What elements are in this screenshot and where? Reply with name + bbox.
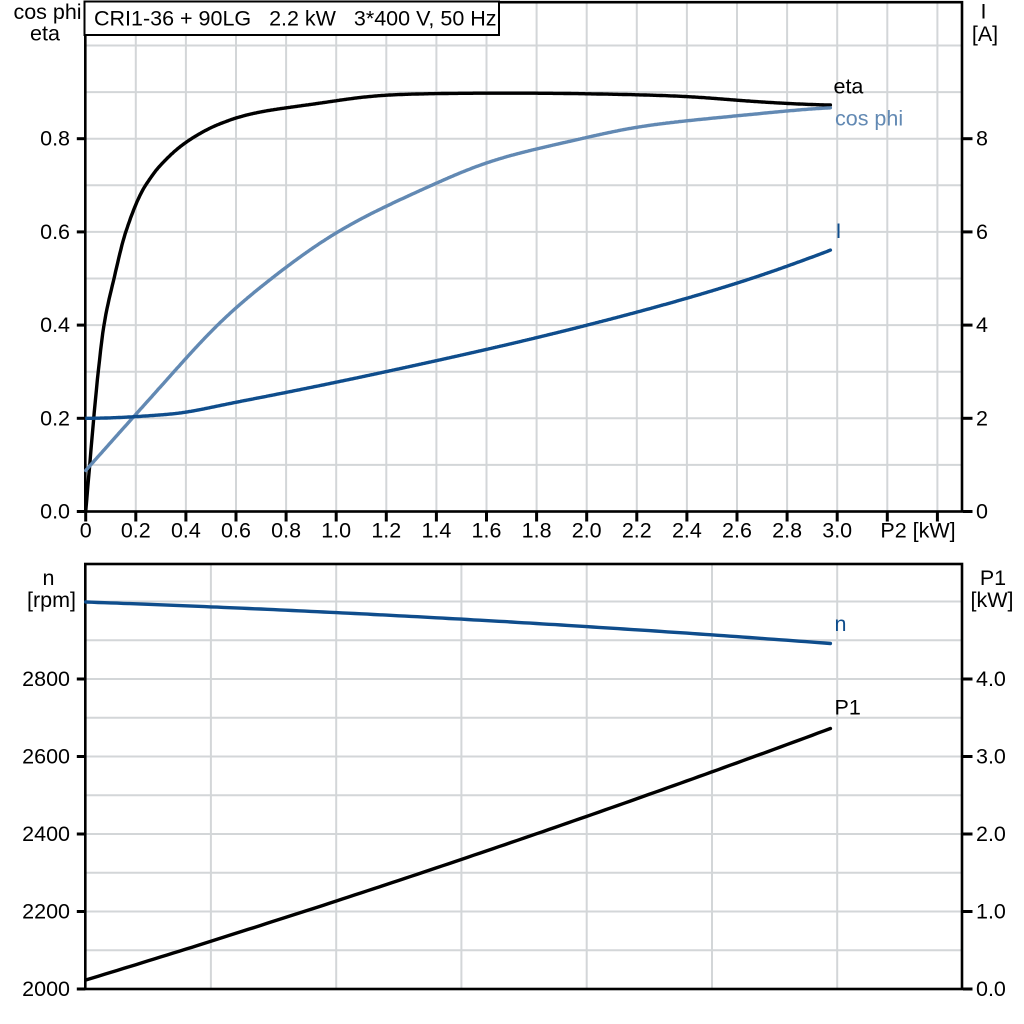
svg-text:eta: eta: [30, 22, 60, 46]
svg-text:3.0: 3.0: [822, 519, 852, 543]
svg-text:[rpm]: [rpm]: [27, 588, 76, 612]
svg-text:2200: 2200: [22, 900, 70, 924]
svg-text:2.0: 2.0: [572, 519, 602, 543]
svg-text:3.0: 3.0: [976, 745, 1006, 769]
svg-text:n: n: [835, 612, 847, 636]
svg-text:0.2: 0.2: [40, 406, 70, 430]
svg-text:[kW]: [kW]: [971, 588, 1014, 612]
svg-text:eta: eta: [834, 75, 864, 99]
svg-text:[A]: [A]: [972, 22, 998, 46]
svg-text:2600: 2600: [22, 745, 70, 769]
svg-text:6: 6: [976, 220, 988, 244]
svg-text:0.4: 0.4: [171, 519, 201, 543]
svg-text:2400: 2400: [22, 822, 70, 846]
svg-text:8: 8: [976, 127, 988, 151]
svg-text:1.4: 1.4: [421, 519, 451, 543]
svg-text:1.8: 1.8: [522, 519, 552, 543]
svg-text:cos phi: cos phi: [13, 0, 81, 24]
svg-text:2.8: 2.8: [772, 519, 802, 543]
svg-text:2: 2: [976, 406, 988, 430]
svg-text:0: 0: [80, 519, 92, 543]
svg-text:0.2: 0.2: [121, 519, 151, 543]
svg-text:0.0: 0.0: [976, 977, 1006, 1001]
svg-text:0.8: 0.8: [271, 519, 301, 543]
svg-text:0: 0: [976, 500, 988, 524]
svg-text:cos phi: cos phi: [835, 107, 903, 131]
svg-text:0.6: 0.6: [40, 220, 70, 244]
svg-text:P2 [kW]: P2 [kW]: [880, 519, 955, 543]
svg-text:0.0: 0.0: [40, 500, 70, 524]
svg-text:4.0: 4.0: [976, 667, 1006, 691]
svg-text:2.0: 2.0: [976, 822, 1006, 846]
svg-text:1.0: 1.0: [321, 519, 351, 543]
svg-text:2000: 2000: [22, 977, 70, 1001]
svg-text:1.2: 1.2: [371, 519, 401, 543]
svg-text:0.4: 0.4: [40, 313, 70, 337]
svg-text:0.6: 0.6: [221, 519, 251, 543]
svg-text:I: I: [981, 0, 987, 24]
svg-text:1.0: 1.0: [976, 900, 1006, 924]
svg-text:CRI1-36 + 90LG 2.2 kW 3*40: CRI1-36 + 90LG 2.2 kW 3*400 V, 50 Hz: [94, 7, 497, 31]
svg-text:P1: P1: [980, 566, 1006, 590]
svg-text:4: 4: [976, 313, 988, 337]
svg-text:n: n: [43, 566, 55, 590]
svg-text:2800: 2800: [22, 667, 70, 691]
svg-text:2.2: 2.2: [622, 519, 652, 543]
svg-text:1.6: 1.6: [472, 519, 502, 543]
svg-text:P1: P1: [835, 696, 861, 720]
svg-text:I: I: [836, 219, 842, 243]
svg-text:2.4: 2.4: [672, 519, 702, 543]
svg-text:0.8: 0.8: [40, 127, 70, 151]
svg-text:2.6: 2.6: [722, 519, 752, 543]
